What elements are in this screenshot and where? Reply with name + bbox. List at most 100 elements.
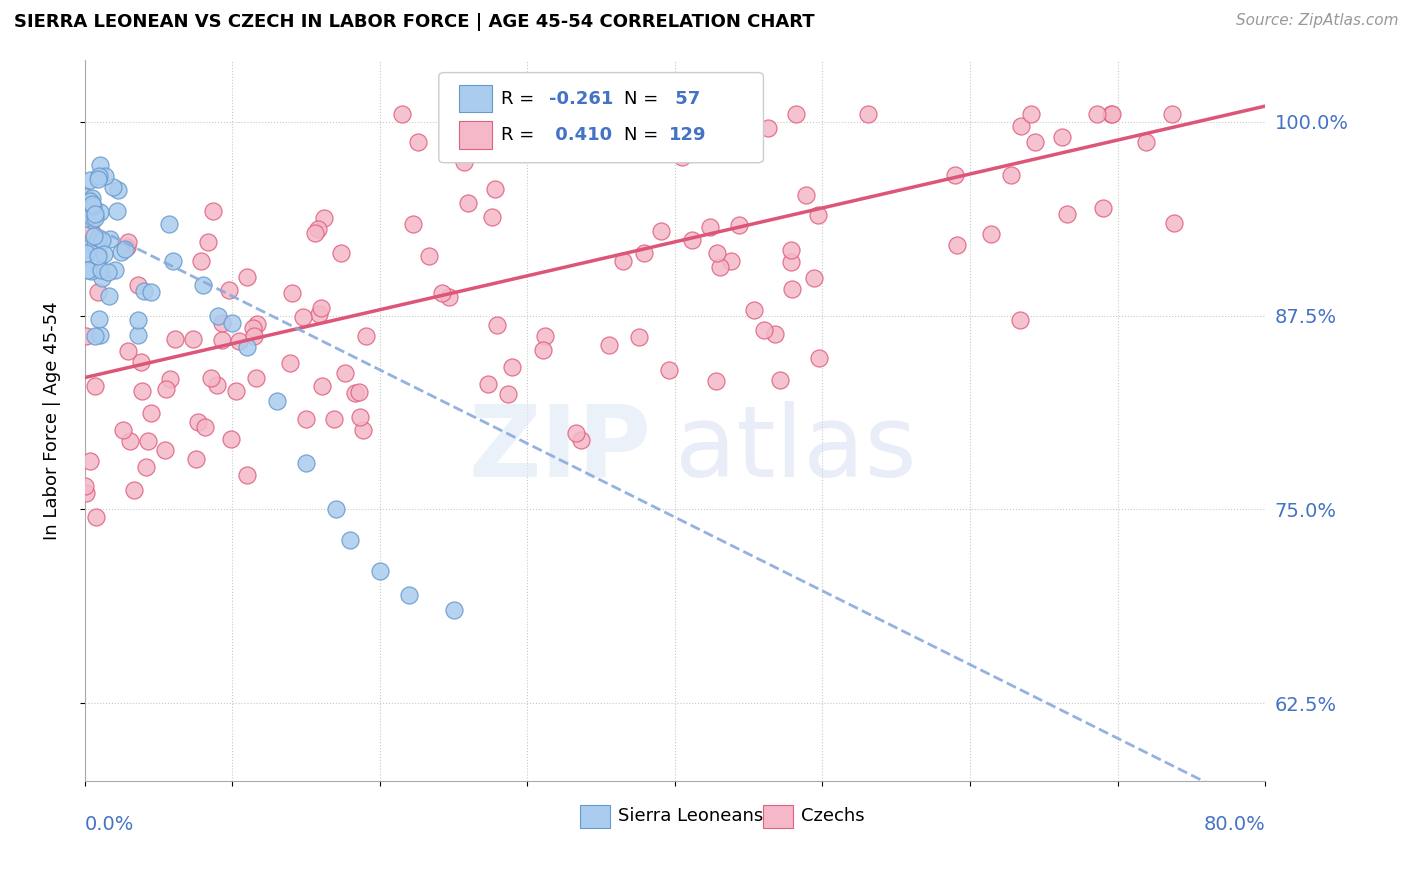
Text: Czechs: Czechs bbox=[801, 807, 865, 825]
Point bbox=[79, 172, 101, 186]
Point bbox=[808, 351, 831, 365]
Point bbox=[207, 309, 229, 323]
Point bbox=[159, 372, 181, 386]
Point bbox=[780, 281, 803, 295]
Point bbox=[194, 419, 217, 434]
Point bbox=[339, 533, 361, 548]
Point bbox=[785, 107, 807, 121]
Point bbox=[117, 235, 139, 249]
Point bbox=[197, 235, 219, 250]
Point bbox=[131, 384, 153, 398]
Point bbox=[598, 338, 620, 352]
Point bbox=[98, 231, 121, 245]
Text: 80.0%: 80.0% bbox=[1204, 815, 1265, 834]
Point bbox=[1135, 135, 1157, 149]
Point bbox=[647, 110, 669, 124]
Point bbox=[295, 456, 318, 470]
Point bbox=[219, 432, 242, 446]
Point bbox=[534, 329, 557, 343]
Point bbox=[181, 333, 204, 347]
Point bbox=[418, 249, 440, 263]
Point bbox=[200, 371, 222, 385]
Point bbox=[1161, 107, 1184, 121]
Text: Source: ZipAtlas.com: Source: ZipAtlas.com bbox=[1236, 13, 1399, 29]
Point bbox=[531, 343, 554, 358]
Point bbox=[225, 384, 247, 399]
Point bbox=[1099, 107, 1122, 121]
Point bbox=[752, 323, 775, 337]
Point bbox=[242, 320, 264, 334]
Point bbox=[453, 155, 475, 169]
Point bbox=[432, 286, 454, 301]
Point bbox=[163, 332, 186, 346]
Point bbox=[75, 246, 97, 260]
Point bbox=[84, 238, 107, 252]
Text: R =: R = bbox=[502, 90, 540, 108]
Point bbox=[73, 479, 96, 493]
Point bbox=[162, 254, 184, 268]
Point bbox=[728, 218, 751, 232]
Text: 57: 57 bbox=[669, 90, 700, 108]
Point bbox=[84, 510, 107, 524]
Point bbox=[443, 603, 465, 617]
Point bbox=[612, 253, 634, 268]
Point bbox=[779, 255, 801, 269]
Point bbox=[87, 169, 110, 183]
Point bbox=[323, 411, 346, 425]
Point bbox=[139, 406, 162, 420]
Point bbox=[1056, 207, 1078, 221]
Point bbox=[243, 328, 266, 343]
Point bbox=[709, 260, 731, 274]
Point bbox=[84, 329, 107, 343]
Point bbox=[211, 316, 233, 330]
Point bbox=[720, 253, 742, 268]
Point bbox=[780, 244, 803, 258]
Point bbox=[90, 263, 112, 277]
Point bbox=[368, 565, 391, 579]
Point bbox=[437, 290, 460, 304]
Point bbox=[77, 263, 100, 277]
Point bbox=[807, 209, 830, 223]
Point bbox=[201, 204, 224, 219]
Point bbox=[756, 121, 779, 136]
Point bbox=[1163, 216, 1185, 230]
Point bbox=[75, 486, 97, 500]
Point bbox=[89, 204, 111, 219]
Point bbox=[129, 354, 152, 368]
Text: N =: N = bbox=[624, 90, 664, 108]
Point bbox=[83, 211, 105, 225]
Point bbox=[398, 588, 420, 602]
Point bbox=[135, 459, 157, 474]
Point bbox=[127, 327, 149, 342]
Point bbox=[308, 307, 330, 321]
Point bbox=[228, 334, 250, 348]
Point bbox=[484, 182, 506, 196]
Text: SIERRA LEONEAN VS CZECH IN LABOR FORCE | AGE 45-54 CORRELATION CHART: SIERRA LEONEAN VS CZECH IN LABOR FORCE |… bbox=[14, 13, 814, 31]
Point bbox=[79, 264, 101, 278]
Text: N =: N = bbox=[624, 126, 664, 145]
Point bbox=[132, 284, 155, 298]
Point bbox=[633, 245, 655, 260]
Point bbox=[93, 247, 115, 261]
Point bbox=[153, 443, 176, 458]
Point bbox=[278, 356, 301, 370]
Point bbox=[544, 107, 567, 121]
FancyBboxPatch shape bbox=[763, 805, 793, 828]
Point bbox=[115, 240, 138, 254]
Point bbox=[190, 254, 212, 268]
Point bbox=[211, 333, 233, 347]
Text: Sierra Leoneans: Sierra Leoneans bbox=[619, 807, 763, 825]
Y-axis label: In Labor Force | Age 45-54: In Labor Force | Age 45-54 bbox=[44, 301, 60, 540]
Point bbox=[803, 271, 825, 285]
Point bbox=[477, 377, 499, 392]
Point bbox=[75, 211, 97, 226]
Point bbox=[349, 410, 371, 425]
Point bbox=[742, 303, 765, 318]
Point bbox=[307, 221, 329, 235]
Text: -0.261: -0.261 bbox=[548, 90, 613, 108]
Point bbox=[120, 434, 142, 448]
Point bbox=[325, 502, 347, 516]
Point bbox=[87, 231, 110, 245]
Point bbox=[110, 244, 132, 259]
Point bbox=[671, 151, 693, 165]
